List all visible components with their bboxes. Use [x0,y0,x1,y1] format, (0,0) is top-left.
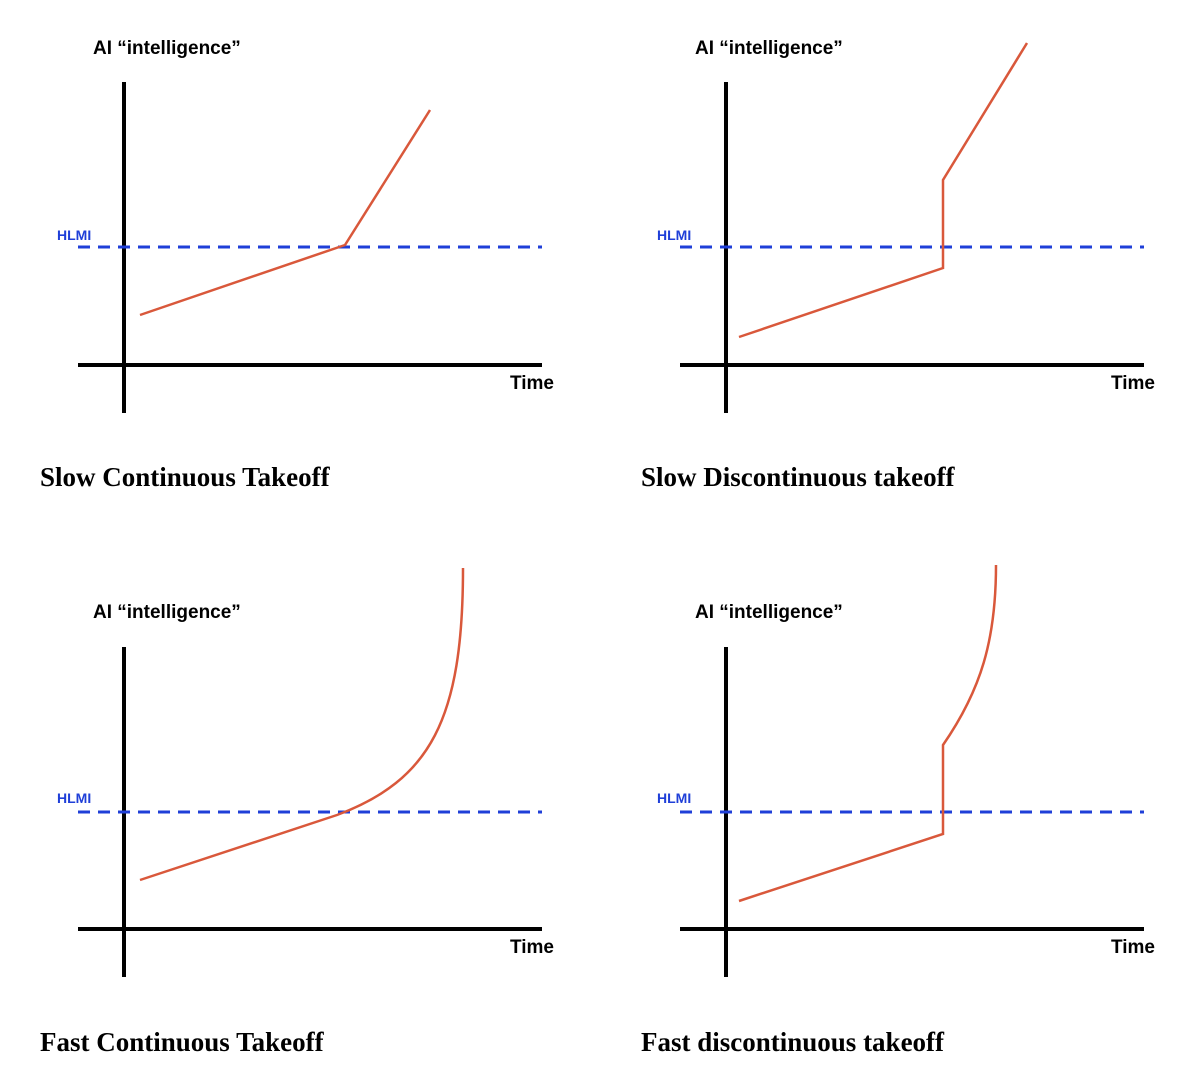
panel-caption: Fast Continuous Takeoff [40,1027,324,1058]
chart-svg [601,540,1161,1000]
panel-fast-continuous: AI “intelligence” HLMI Time Fast Continu… [0,540,560,1080]
chart-svg [601,0,1161,430]
panel-caption: Slow Discontinuous takeoff [641,462,955,493]
panel-fast-discontinuous: AI “intelligence” HLMI Time Fast discont… [601,540,1161,1080]
intelligence-curve [739,565,996,901]
intelligence-curve [140,110,430,315]
intelligence-curve [739,43,1027,337]
chart-svg [0,0,560,430]
panel-caption: Slow Continuous Takeoff [40,462,330,493]
chart-svg [0,540,560,1000]
panel-slow-discontinuous: AI “intelligence” HLMI Time Slow Discont… [601,0,1161,540]
intelligence-curve [140,568,463,880]
panel-caption: Fast discontinuous takeoff [641,1027,944,1058]
panel-slow-continuous: AI “intelligence” HLMI Time Slow Continu… [0,0,560,540]
